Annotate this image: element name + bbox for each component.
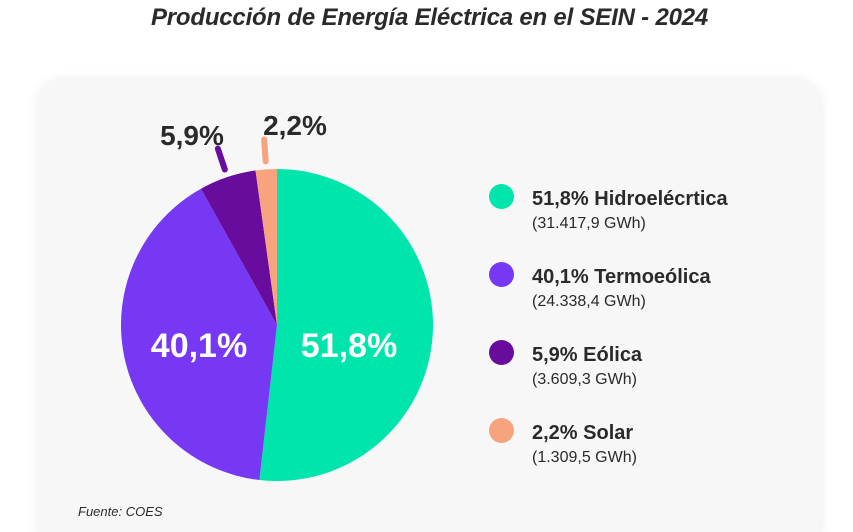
legend-swatch: [489, 340, 514, 365]
slice-label-solar: 2,2%: [263, 110, 327, 141]
legend-label: 2,2% Solar: [532, 422, 634, 444]
source-note: Fuente: COES: [78, 504, 163, 519]
legend-value: (1.309,5 GWh): [532, 449, 637, 466]
slice-label-termoeolica: 40,1%: [151, 327, 247, 365]
legend-label: 40,1% Termoeólica: [532, 266, 711, 288]
leader-line-eolica: [214, 145, 228, 173]
legend-label: 51,8% Hidroelécrtica: [532, 188, 728, 210]
slice-label-eolica: 5,9%: [160, 120, 224, 151]
legend-swatch: [489, 262, 514, 287]
slice-eolica: [200, 170, 277, 325]
legend-swatch: [489, 184, 514, 209]
leader-line-solar: [261, 136, 269, 165]
legend-value: (3.609,3 GWh): [532, 371, 637, 388]
slice-solar: [255, 169, 277, 325]
legend-value: (31.417,9 GWh): [532, 215, 646, 232]
legend-value: (24.338,4 GWh): [532, 293, 646, 310]
slice-hidroelectrica: [259, 169, 434, 481]
slice-label-hidroelectrica: 51,8%: [301, 327, 397, 365]
chart-title: Producción de Energía Eléctrica en el SE…: [150, 4, 709, 31]
legend-label: 5,9% Eólica: [532, 344, 643, 366]
slice-termoeolica: [121, 188, 277, 481]
legend-swatch: [489, 418, 514, 443]
